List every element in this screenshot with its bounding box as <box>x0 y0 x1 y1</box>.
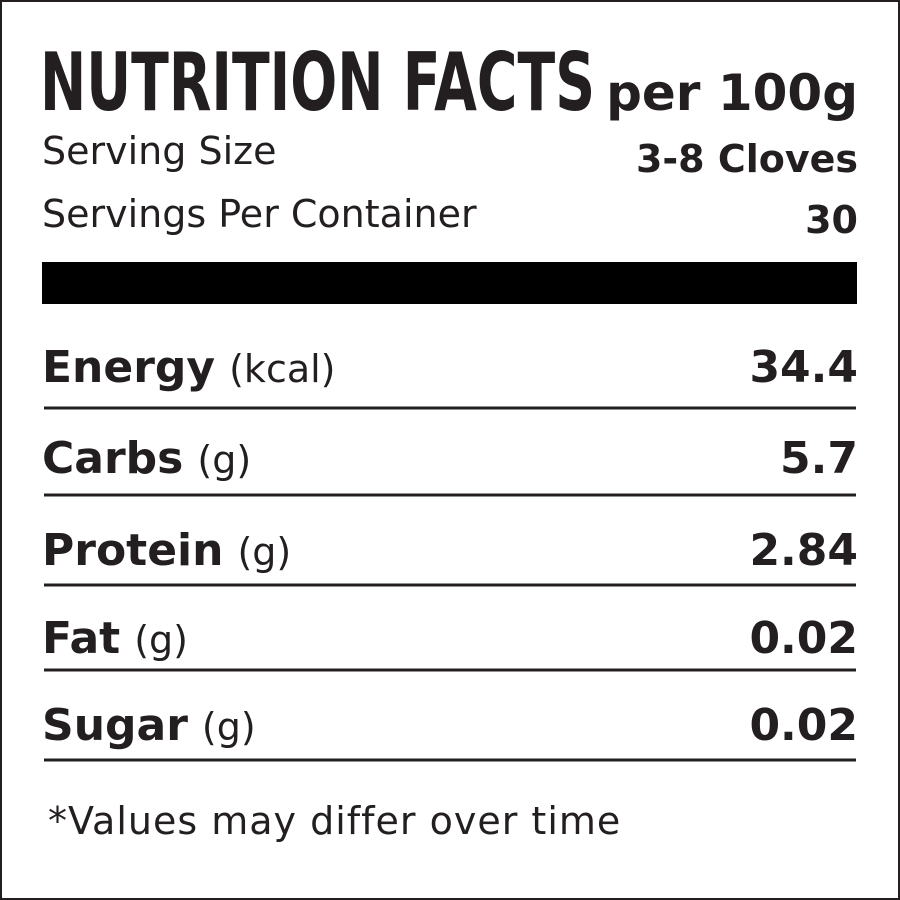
nutrient-value: 34.4 <box>749 342 858 393</box>
nutrient-label: Protein (g) <box>42 525 291 576</box>
nutrient-value: 2.84 <box>749 525 858 576</box>
nutrient-label: Fat (g) <box>42 613 188 664</box>
serving-label: Servings Per Container <box>42 192 477 236</box>
serving-label: Serving Size <box>42 129 276 173</box>
nutrient-value: 5.7 <box>780 433 858 484</box>
basis: per 100g <box>606 64 858 122</box>
nutrient-value: 0.02 <box>749 700 858 751</box>
nutrient-name: Sugar <box>42 700 188 751</box>
nutrient-unit: (g) <box>237 530 291 574</box>
nutrient-unit: (g) <box>202 705 256 749</box>
nutrient-label: Energy (kcal) <box>42 342 336 393</box>
nutrient-value: 0.02 <box>749 613 858 664</box>
footnote: *Values may differ over time <box>48 799 621 843</box>
serving-value: 30 <box>805 198 858 242</box>
divider-bar <box>42 262 857 304</box>
nutrient-rows: Energy (kcal) 34.4 Carbs (g) 5.7 Protein (g) 2.8… <box>42 342 858 762</box>
nutrient-label: Carbs (g) <box>42 433 251 484</box>
nutrient-name: Fat <box>42 613 120 664</box>
serving-value: 3-8 Cloves <box>636 137 858 181</box>
title: NUTRITION FACTS <box>40 36 595 129</box>
nutrient-label: Sugar (g) <box>42 700 256 751</box>
nutrient-name: Energy <box>42 342 215 393</box>
nutrient-name: Protein <box>42 525 223 576</box>
nutrient-name: Carbs <box>42 433 183 484</box>
nutrient-unit: (kcal) <box>229 347 335 391</box>
nutrient-unit: (g) <box>134 618 188 662</box>
nutrient-unit: (g) <box>197 438 251 482</box>
